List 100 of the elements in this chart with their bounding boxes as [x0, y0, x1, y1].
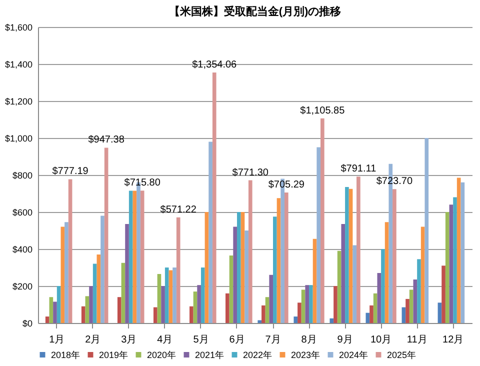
bar — [45, 316, 50, 323]
bar — [269, 274, 274, 323]
bar — [377, 273, 382, 323]
legend-label: 2024年 — [339, 350, 368, 360]
chart-title: 【米国株】受取配当金(月別)の推移 — [168, 5, 342, 18]
y-tick-label: $1,400 — [4, 60, 32, 70]
bar — [381, 249, 385, 323]
x-tick-label: 8月 — [301, 334, 317, 346]
bar — [366, 312, 370, 323]
x-tick-label: 10月 — [370, 334, 392, 346]
legend-label: 2020年 — [147, 350, 176, 360]
bar — [229, 255, 234, 323]
bar — [128, 190, 133, 323]
legend-label: 2022年 — [243, 350, 272, 360]
bar — [96, 254, 101, 323]
bar — [320, 118, 324, 323]
bar — [258, 320, 262, 323]
bar — [442, 266, 446, 323]
data-label: $947.38 — [88, 134, 125, 146]
bar — [334, 286, 338, 323]
bar — [164, 268, 169, 323]
bar — [312, 238, 317, 323]
bar — [273, 216, 277, 323]
bar — [200, 268, 205, 323]
bar — [284, 192, 288, 323]
data-label: $777.19 — [52, 166, 89, 178]
bar — [153, 307, 158, 323]
bar — [193, 292, 198, 323]
bar — [125, 224, 129, 323]
y-tick-label: $400 — [12, 244, 32, 254]
x-tick-label: 5月 — [193, 334, 209, 346]
bar — [352, 245, 357, 323]
bar — [373, 293, 378, 323]
bar — [244, 230, 248, 323]
bar — [226, 293, 230, 323]
bar — [176, 217, 180, 323]
bar — [81, 306, 86, 323]
bar — [49, 297, 54, 323]
bar — [409, 290, 414, 323]
y-tick-label: $800 — [12, 170, 32, 180]
bar — [456, 178, 461, 323]
bar — [68, 179, 72, 323]
bar — [370, 305, 374, 323]
bar — [417, 259, 421, 323]
bar — [330, 318, 334, 323]
legend-label: 2023年 — [291, 350, 320, 360]
bar — [384, 222, 389, 323]
bar — [100, 216, 104, 323]
legend-label: 2025年 — [387, 350, 416, 360]
y-tick-label: $1,000 — [4, 134, 32, 144]
bar — [56, 286, 61, 323]
bar — [348, 188, 353, 323]
bar — [301, 290, 306, 323]
data-label: $1,354.06 — [192, 60, 238, 70]
bar — [60, 226, 65, 323]
data-label: $1,105.85 — [300, 105, 346, 116]
bar — [460, 182, 465, 323]
bar — [406, 298, 410, 323]
y-tick-label: $0 — [22, 318, 32, 328]
x-tick-label: 12月 — [442, 334, 464, 346]
bar — [337, 250, 342, 323]
bar — [89, 286, 93, 323]
data-label: $715.80 — [124, 178, 161, 189]
bar — [140, 190, 144, 323]
bar — [298, 302, 302, 323]
bar — [309, 285, 313, 323]
bar — [157, 274, 162, 323]
legend-label: 2018年 — [51, 350, 80, 360]
y-tick-label: $1,600 — [4, 22, 32, 32]
bar — [92, 264, 97, 323]
x-tick-label: 1月 — [49, 334, 65, 346]
data-label: $791.11 — [340, 164, 377, 175]
legend-label: 2019年 — [99, 350, 128, 360]
bar — [356, 176, 360, 323]
bar — [236, 212, 241, 323]
bar — [204, 212, 209, 323]
y-tick-label: $600 — [12, 208, 32, 218]
bar — [233, 226, 237, 323]
bar — [240, 212, 245, 323]
bar — [161, 286, 165, 323]
bar — [248, 180, 252, 323]
bar — [212, 72, 216, 323]
x-tick-label: 11月 — [406, 334, 428, 346]
data-label: $705.29 — [268, 180, 305, 191]
x-tick-label: 3月 — [121, 334, 137, 346]
x-tick-label: 7月 — [265, 334, 281, 346]
bar — [305, 285, 310, 323]
x-tick-label: 2月 — [85, 334, 101, 346]
bar — [117, 297, 122, 323]
bar — [208, 142, 212, 323]
bar — [265, 297, 270, 323]
x-tick-label: 6月 — [229, 334, 245, 346]
bar — [121, 262, 126, 323]
bar — [341, 224, 346, 323]
x-tick-label: 4月 — [157, 334, 173, 346]
bar — [445, 212, 450, 323]
bar — [276, 198, 281, 323]
bar — [392, 189, 396, 323]
data-label: $723.70 — [376, 176, 413, 188]
bar — [168, 270, 173, 323]
